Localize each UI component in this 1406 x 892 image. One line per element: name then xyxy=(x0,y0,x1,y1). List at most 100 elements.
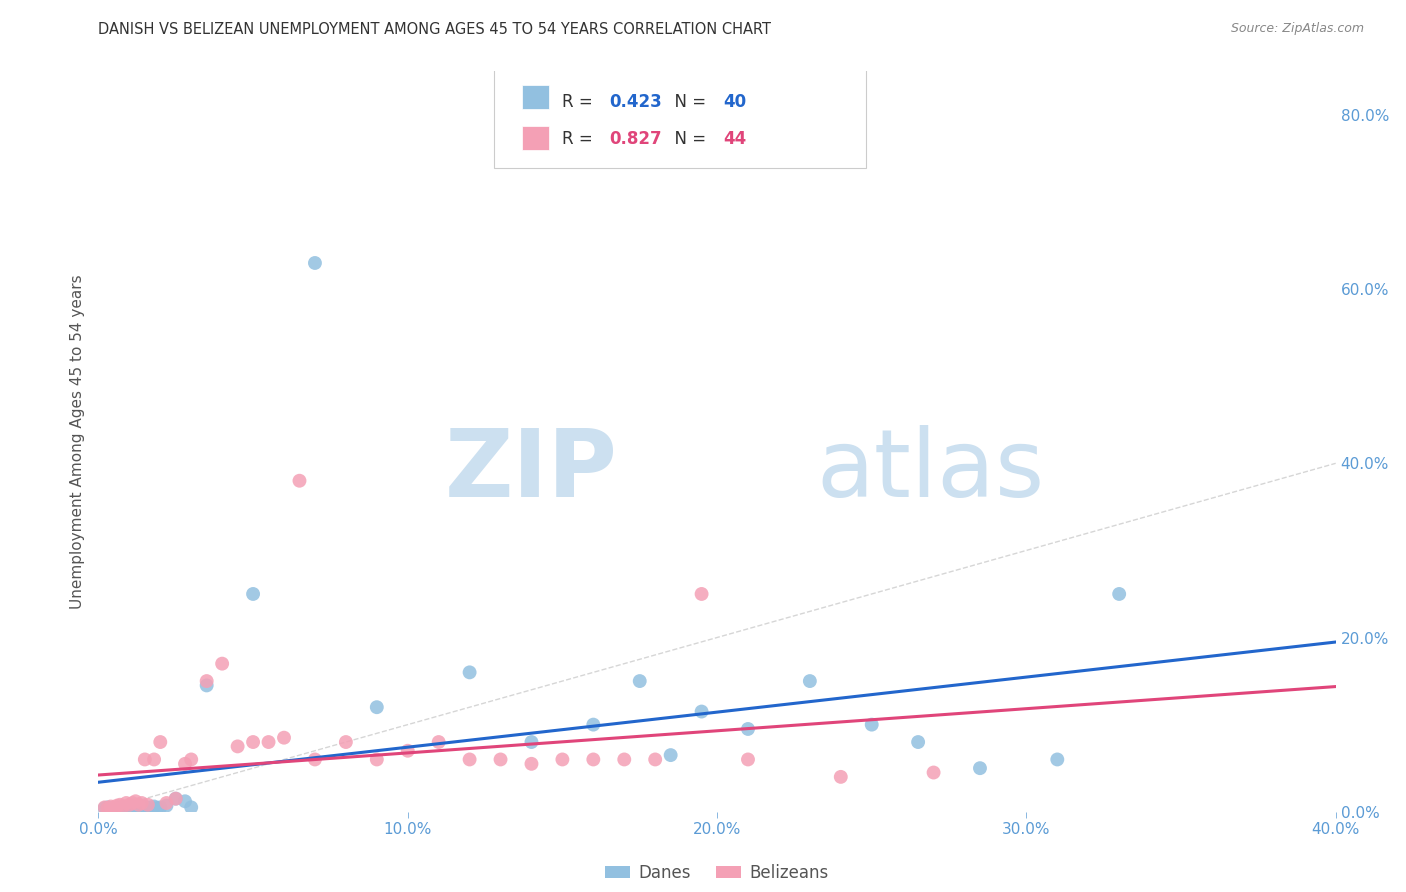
Point xyxy=(195,674,218,689)
Text: atlas: atlas xyxy=(815,425,1045,517)
Point xyxy=(103,801,125,815)
Point xyxy=(115,796,138,810)
Legend: Danes, Belizeans: Danes, Belizeans xyxy=(599,857,835,888)
Point xyxy=(97,800,120,814)
Point xyxy=(489,752,512,766)
Point xyxy=(118,800,141,814)
Point xyxy=(335,735,357,749)
Point xyxy=(458,752,481,766)
Point xyxy=(366,752,388,766)
Point xyxy=(139,800,162,814)
Point xyxy=(396,744,419,758)
Point xyxy=(242,587,264,601)
Text: 40: 40 xyxy=(723,93,747,111)
Point xyxy=(118,797,141,812)
Point xyxy=(628,674,651,689)
Point xyxy=(103,800,125,814)
Point xyxy=(304,752,326,766)
Point xyxy=(100,802,122,816)
Point xyxy=(830,770,852,784)
Point xyxy=(288,474,311,488)
Point xyxy=(520,756,543,771)
Point xyxy=(112,800,135,814)
Text: R =: R = xyxy=(562,130,599,148)
Point xyxy=(174,756,197,771)
Point xyxy=(128,797,150,812)
Point xyxy=(134,799,156,814)
Point xyxy=(737,752,759,766)
Point xyxy=(180,752,202,766)
Point xyxy=(613,752,636,766)
Point xyxy=(860,717,883,731)
Point xyxy=(458,665,481,680)
Point xyxy=(108,797,131,812)
Point xyxy=(907,735,929,749)
Point xyxy=(582,752,605,766)
Point xyxy=(143,799,166,814)
Text: N =: N = xyxy=(664,130,711,148)
Point xyxy=(799,674,821,689)
Point xyxy=(149,735,172,749)
Point xyxy=(242,735,264,749)
FancyBboxPatch shape xyxy=(522,85,548,109)
Point xyxy=(105,798,128,813)
FancyBboxPatch shape xyxy=(522,126,548,150)
Point xyxy=(131,800,153,814)
Point xyxy=(644,752,666,766)
Text: ZIP: ZIP xyxy=(446,425,619,517)
Point xyxy=(257,735,280,749)
Point xyxy=(93,800,115,814)
Point xyxy=(165,791,187,805)
Text: Source: ZipAtlas.com: Source: ZipAtlas.com xyxy=(1230,22,1364,36)
Point xyxy=(273,731,295,745)
Point xyxy=(737,722,759,736)
Point xyxy=(100,799,122,814)
Point xyxy=(211,657,233,671)
Text: R =: R = xyxy=(562,93,599,111)
Point xyxy=(165,791,187,805)
Point xyxy=(149,800,172,814)
Point xyxy=(136,797,159,812)
Point xyxy=(1046,752,1069,766)
FancyBboxPatch shape xyxy=(495,68,866,168)
Point xyxy=(97,801,120,815)
Point xyxy=(520,735,543,749)
Point xyxy=(582,717,605,731)
Point xyxy=(146,801,169,815)
Point xyxy=(93,801,115,815)
Point xyxy=(134,752,156,766)
Point xyxy=(112,799,135,814)
Point xyxy=(969,761,991,775)
Point xyxy=(180,800,202,814)
Text: 0.827: 0.827 xyxy=(609,130,662,148)
Point xyxy=(1108,587,1130,601)
Point xyxy=(690,587,713,601)
Point xyxy=(124,794,146,808)
Point xyxy=(131,796,153,810)
Point xyxy=(155,798,177,813)
Point xyxy=(427,735,450,749)
Point xyxy=(115,801,138,815)
Point xyxy=(195,678,218,692)
Text: 0.423: 0.423 xyxy=(609,93,662,111)
Point xyxy=(143,752,166,766)
Text: DANISH VS BELIZEAN UNEMPLOYMENT AMONG AGES 45 TO 54 YEARS CORRELATION CHART: DANISH VS BELIZEAN UNEMPLOYMENT AMONG AG… xyxy=(98,22,772,37)
Point xyxy=(105,800,128,814)
Y-axis label: Unemployment Among Ages 45 to 54 years: Unemployment Among Ages 45 to 54 years xyxy=(69,274,84,609)
Point xyxy=(922,765,945,780)
Point xyxy=(124,800,146,814)
Point xyxy=(690,705,713,719)
Point xyxy=(128,801,150,815)
Text: 44: 44 xyxy=(723,130,747,148)
Point xyxy=(155,796,177,810)
Point xyxy=(174,794,197,808)
Point xyxy=(659,748,682,763)
Point xyxy=(366,700,388,714)
Point xyxy=(108,801,131,815)
Point xyxy=(121,799,143,814)
Text: N =: N = xyxy=(664,93,711,111)
Point xyxy=(304,256,326,270)
Point xyxy=(226,739,249,754)
Point xyxy=(136,801,159,815)
Point xyxy=(121,796,143,810)
